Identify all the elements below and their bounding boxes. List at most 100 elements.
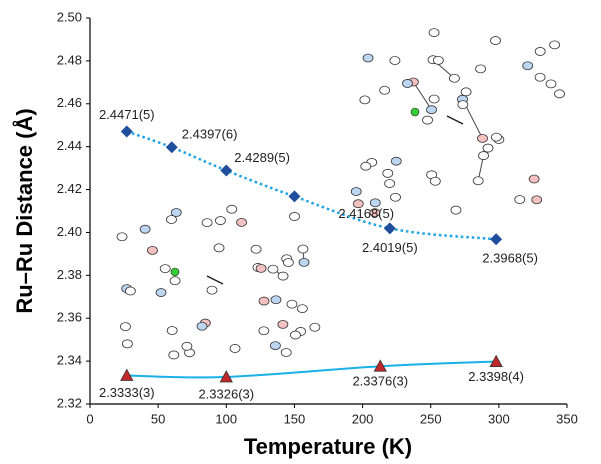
- atom: [270, 342, 280, 350]
- atom: [473, 177, 483, 185]
- atom: [427, 106, 437, 114]
- atom: [207, 286, 217, 294]
- atom: [122, 340, 132, 348]
- molecule-structures: [117, 29, 564, 359]
- x-tick-label: 200: [352, 411, 374, 426]
- atom: [351, 187, 361, 195]
- atom: [310, 323, 320, 331]
- y-tick-label: 2.38: [57, 267, 82, 282]
- atom: [491, 37, 501, 45]
- atom: [483, 144, 493, 152]
- atom: [237, 218, 247, 226]
- data-label: 2.4289(5): [234, 150, 290, 165]
- data-label: 2.3333(3): [99, 385, 155, 400]
- atom: [461, 88, 471, 96]
- atom: [299, 258, 309, 266]
- x-tick-label: 50: [151, 411, 165, 426]
- atom: [361, 162, 371, 170]
- atom: [550, 41, 560, 49]
- atom: [271, 296, 281, 304]
- atom: [156, 289, 166, 297]
- atom: [117, 233, 127, 241]
- atom: [166, 215, 176, 223]
- atom: [230, 344, 240, 352]
- atom: [140, 225, 150, 233]
- y-tick-label: 2.32: [57, 395, 82, 410]
- data-label: 2.4471(5): [99, 107, 155, 122]
- trend-line: [127, 131, 496, 239]
- atom: [202, 219, 212, 227]
- data-label: 2.3326(3): [198, 386, 254, 401]
- atom: [546, 80, 556, 88]
- x-axis-title: Temperature (K): [244, 434, 412, 459]
- atom: [171, 268, 179, 276]
- atom: [535, 73, 545, 81]
- y-tick-label: 2.50: [57, 9, 82, 24]
- data-point: [384, 222, 396, 234]
- data-point: [121, 125, 133, 137]
- atom: [449, 74, 459, 82]
- atom: [283, 258, 293, 266]
- x-tick-label: 250: [420, 411, 442, 426]
- atom: [523, 62, 533, 70]
- x-tick-label: 150: [284, 411, 306, 426]
- atom: [298, 245, 308, 253]
- atom: [227, 205, 237, 213]
- atom: [214, 244, 224, 252]
- y-tick-label: 2.46: [57, 95, 82, 110]
- atom: [380, 86, 390, 94]
- atom: [391, 157, 401, 165]
- atom: [120, 323, 130, 331]
- data-point: [288, 190, 300, 202]
- data-label: 2.3376(3): [352, 374, 408, 389]
- atom: [160, 265, 170, 273]
- atom: [555, 90, 565, 98]
- data-point: [220, 164, 232, 176]
- atom: [290, 331, 300, 339]
- bond: [207, 276, 223, 284]
- atom: [476, 65, 486, 73]
- atom: [278, 272, 288, 280]
- atom: [383, 169, 393, 177]
- atom: [458, 101, 468, 109]
- atom: [297, 305, 307, 313]
- atom: [170, 277, 180, 285]
- atom: [268, 265, 278, 273]
- atom: [535, 47, 545, 55]
- data-point: [166, 141, 178, 153]
- data-label: 2.4019(5): [362, 240, 418, 255]
- atom: [281, 349, 291, 357]
- y-axis-title: Ru–Ru Distance (Å): [11, 108, 37, 313]
- atom: [290, 212, 300, 220]
- atom: [287, 300, 297, 308]
- atom: [433, 56, 443, 64]
- atom: [125, 287, 135, 295]
- atom: [429, 29, 439, 37]
- atom: [479, 152, 489, 160]
- atom: [491, 133, 501, 141]
- atom: [215, 217, 225, 225]
- data-point: [490, 233, 502, 245]
- atom: [411, 108, 419, 116]
- atom: [515, 195, 525, 203]
- atom: [360, 96, 370, 104]
- atom: [385, 179, 395, 187]
- bond: [413, 82, 431, 110]
- atom: [259, 297, 269, 305]
- trend-line: [127, 362, 496, 378]
- y-tick-label: 2.48: [57, 52, 82, 67]
- atom: [423, 116, 433, 124]
- y-tick-label: 2.36: [57, 310, 82, 325]
- atom: [429, 95, 439, 103]
- atom: [451, 206, 461, 214]
- data-label: 2.3968(5): [482, 251, 538, 266]
- x-tick-label: 0: [86, 411, 93, 426]
- atom: [402, 79, 412, 87]
- atom: [532, 196, 542, 204]
- y-tick-label: 2.40: [57, 224, 82, 239]
- x-tick-label: 300: [488, 411, 510, 426]
- atom: [256, 264, 266, 272]
- atom: [169, 351, 179, 359]
- atom: [278, 320, 288, 328]
- atom: [259, 327, 269, 335]
